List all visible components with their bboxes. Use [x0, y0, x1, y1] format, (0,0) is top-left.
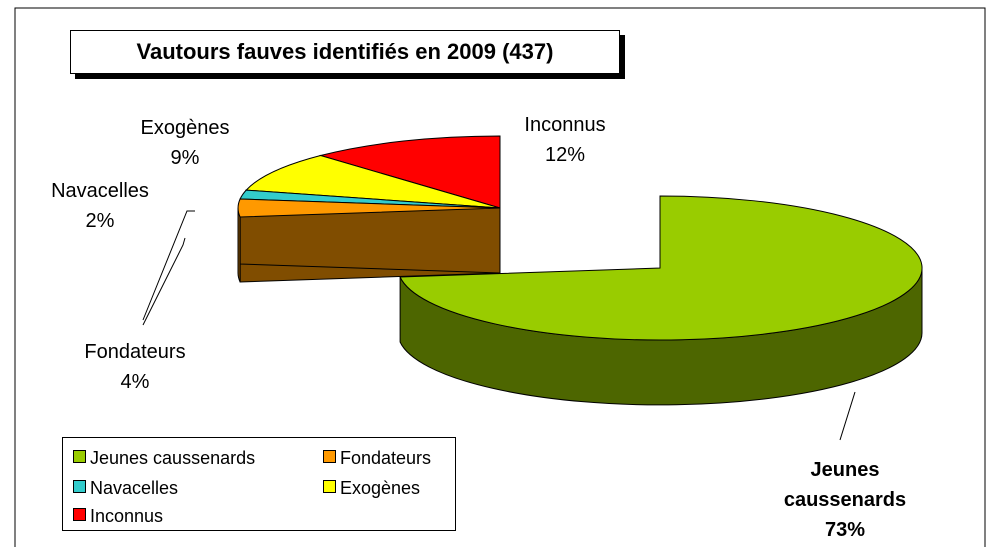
data-label: Fondateurs 4% [70, 337, 200, 397]
legend-swatch [73, 450, 86, 463]
legend: Jeunes caussenards Fondateurs Navacelles Ex… [62, 437, 456, 531]
plot-area [14, 7, 986, 547]
legend-swatch [323, 450, 336, 463]
chart-title: Vautours fauves identifiés en 2009 (437) [70, 30, 620, 74]
data-label: Exogènes 9% [115, 113, 255, 173]
data-label-value: 9% [170, 147, 200, 169]
slice [399, 195, 923, 341]
data-label-value: 12% [544, 144, 586, 166]
data-label-name: Jeunes caussenards [783, 459, 907, 511]
data-label-value: 2% [85, 210, 115, 232]
leader-line [142, 210, 195, 321]
data-label: Inconnus 12% [495, 110, 635, 170]
slice-side [237, 207, 241, 283]
data-label-value: 4% [120, 371, 150, 393]
slice [245, 154, 501, 209]
legend-swatch [73, 508, 86, 521]
legend-item: Jeunes caussenards [73, 448, 255, 468]
leader-line [839, 391, 856, 441]
legend-label: Jeunes caussenards [90, 448, 256, 468]
data-label-value: 73% [824, 519, 866, 541]
legend-item: Navacelles [73, 478, 178, 498]
legend-label: Fondateurs [340, 448, 432, 468]
leader-line [142, 237, 186, 326]
data-label-name: Inconnus [524, 114, 606, 136]
legend-item: Fondateurs [323, 448, 431, 468]
legend-label: Exogènes [340, 478, 421, 498]
data-label: Navacelles 2% [40, 176, 160, 236]
legend-item: Exogènes [323, 478, 420, 498]
legend-label: Navacelles [90, 478, 179, 498]
data-label: Jeunes caussenards 73% [780, 455, 910, 545]
data-label-name: Navacelles [51, 180, 149, 202]
data-label-name: Exogènes [140, 117, 230, 139]
legend-label: Inconnus [90, 506, 164, 526]
data-label-name: Fondateurs [84, 341, 186, 363]
legend-swatch [323, 480, 336, 493]
legend-item: Inconnus [73, 506, 163, 526]
legend-swatch [73, 480, 86, 493]
slice [237, 198, 501, 218]
slice [318, 135, 501, 209]
